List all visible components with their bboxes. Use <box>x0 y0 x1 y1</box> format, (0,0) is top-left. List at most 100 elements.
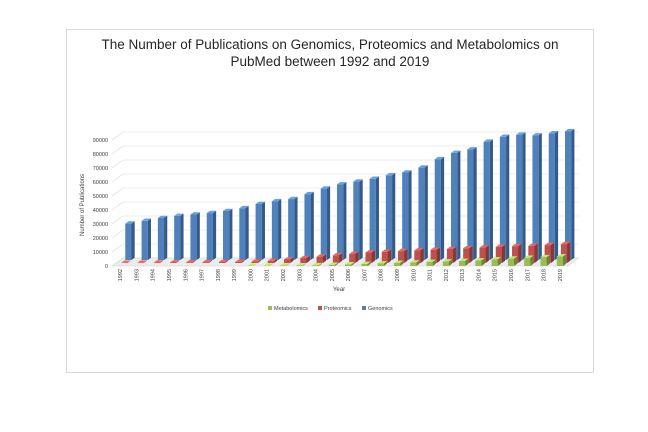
bar-genomics-1995 <box>174 213 184 260</box>
bar-top <box>137 260 147 263</box>
bar-front <box>239 208 246 260</box>
bar-genomics-2008 <box>385 173 396 260</box>
bar-front <box>414 250 421 263</box>
bar-top <box>251 259 261 262</box>
bar-top <box>263 263 274 266</box>
bar-metabolomics-2019 <box>556 254 567 266</box>
x-tick-label: 2011 <box>428 269 434 281</box>
bar-metabolomics-2004 <box>312 262 322 266</box>
x-tick-label: 2015 <box>493 269 499 281</box>
bar-side <box>489 139 493 260</box>
x-tick-label: 2004 <box>314 269 320 281</box>
bar-top <box>121 260 131 263</box>
legend-label: Genomics <box>368 306 393 312</box>
bar-top <box>223 208 233 211</box>
x-tick-label: 2009 <box>395 269 401 281</box>
x-tick-label: 1998 <box>216 269 222 281</box>
bar-side <box>318 262 322 266</box>
bar-top <box>174 213 184 216</box>
bar-top <box>544 242 554 246</box>
bar-genomics-2010 <box>418 165 428 260</box>
y-axis-ticks: 0 10000 20000 30000 40000 50000 60000 70000 8000… <box>93 138 108 270</box>
bar-metabolomics-2017 <box>524 255 534 266</box>
bar-front <box>565 131 572 260</box>
bar-side <box>208 259 212 263</box>
bar-front <box>125 223 132 260</box>
x-tick-label: 2012 <box>444 269 450 281</box>
bar-side <box>367 261 371 266</box>
bar-top <box>402 170 412 173</box>
legend: Metabolomics Proteomics Genomics <box>268 306 393 312</box>
bar-proteomics-2016 <box>512 243 522 263</box>
bar-side <box>383 261 388 266</box>
x-tick-label: 2018 <box>542 269 548 281</box>
bar-genomics-1993 <box>141 218 151 260</box>
bar-front <box>491 259 498 266</box>
bar-front <box>410 262 417 266</box>
bar-proteomics-2003 <box>300 255 310 263</box>
bar-top <box>393 260 404 263</box>
bar-front <box>442 261 449 266</box>
y-tick-label: 60000 <box>93 180 108 186</box>
x-tick-label: 2013 <box>460 269 466 281</box>
bar-proteomics-1995 <box>170 260 180 263</box>
bar-front <box>540 257 547 266</box>
bar-top <box>442 259 453 262</box>
bar-proteomics-2012 <box>446 246 457 263</box>
legend-swatch <box>362 306 366 310</box>
bar-proteomics-1996 <box>186 260 196 263</box>
x-tick-label: 2017 <box>525 269 531 281</box>
bar-proteomics-2015 <box>495 244 506 263</box>
x-tick-label: 1996 <box>183 269 189 281</box>
bar-front <box>377 263 384 266</box>
legend-item-metabolomics: Metabolomics <box>268 306 308 312</box>
bar-side <box>530 255 534 266</box>
bar-top <box>206 210 217 214</box>
x-tick-label: 2019 <box>558 269 564 281</box>
bar-genomics-2011 <box>434 156 445 260</box>
bar-front <box>202 262 209 263</box>
x-tick-label: 2006 <box>346 269 352 281</box>
bar-side <box>424 165 428 260</box>
bar-top <box>202 259 212 263</box>
bar-top <box>271 198 282 202</box>
bar-side <box>245 205 249 260</box>
bar-top <box>328 262 339 265</box>
bar-top <box>463 246 473 249</box>
bar-metabolomics-2003 <box>296 263 306 266</box>
bar-side <box>143 260 147 263</box>
bar-top <box>141 218 151 221</box>
x-tick-label: 1993 <box>134 269 140 281</box>
bar-front <box>479 247 486 263</box>
bar-side <box>408 170 412 260</box>
bar-side <box>420 248 424 263</box>
bar-genomics-2016 <box>516 132 526 260</box>
bar-top <box>434 156 445 160</box>
bar-side <box>448 259 453 266</box>
bar-genomics-2000 <box>255 201 265 260</box>
bar-proteomics-2004 <box>316 254 326 263</box>
bar-metabolomics-2010 <box>410 260 420 266</box>
bar-metabolomics-2005 <box>328 262 339 266</box>
bar-top <box>483 139 493 142</box>
bar-proteomics-1999 <box>235 259 245 263</box>
y-axis-label: Number of Publications <box>80 174 86 236</box>
bar-side <box>286 263 290 266</box>
bar-metabolomics-2014 <box>475 258 485 266</box>
bar-side <box>334 262 339 266</box>
y-tick-label: 20000 <box>93 236 108 242</box>
bar-genomics-1999 <box>239 205 249 260</box>
x-tick-label: 2008 <box>379 269 385 281</box>
bars <box>121 128 575 266</box>
bar-side <box>322 254 326 263</box>
x-axis-ticks: 1992 1993 1994 1995 1996 1997 1998 1999 2000 2001… <box>118 269 564 281</box>
bar-proteomics-2010 <box>414 248 424 263</box>
bar-proteomics-1994 <box>153 260 164 263</box>
bar-genomics-2017 <box>532 133 542 260</box>
bar-top <box>507 256 518 259</box>
bar-metabolomics-2015 <box>491 257 502 266</box>
bar-top <box>186 260 196 263</box>
bar-side <box>554 131 559 260</box>
bar-genomics-2006 <box>353 179 363 260</box>
